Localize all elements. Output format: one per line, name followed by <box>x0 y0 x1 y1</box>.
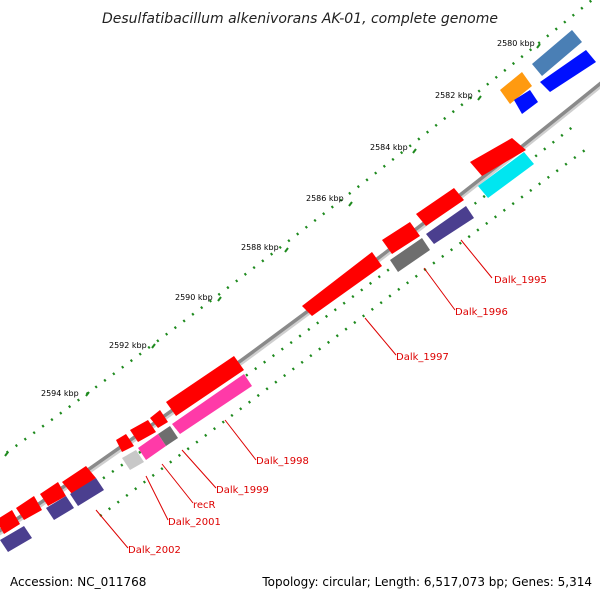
tick-marks <box>4 43 541 457</box>
gene-label-dalk-2001[interactable]: Dalk_2001 <box>168 517 221 528</box>
gene-block[interactable] <box>390 238 430 272</box>
gene-block[interactable] <box>70 478 104 506</box>
gene-block[interactable] <box>470 138 526 176</box>
tick-label-2586: 2586 kbp <box>306 194 344 203</box>
map-title: Desulfatibacillum alkenivorans AK-01, co… <box>102 11 498 27</box>
gene-block[interactable] <box>150 410 168 428</box>
forward-strand-genes <box>0 30 582 534</box>
gene-block[interactable] <box>40 482 66 506</box>
gene-block[interactable] <box>130 420 156 442</box>
tick-label-2588: 2588 kbp <box>241 243 279 252</box>
gene-label-dalk-2002[interactable]: Dalk_2002 <box>128 545 181 556</box>
gene-block[interactable] <box>46 496 74 520</box>
label-leader-lines <box>95 239 493 549</box>
gene-block[interactable] <box>514 90 538 114</box>
gene-block[interactable] <box>426 206 474 244</box>
outer-tick-ring <box>0 0 593 460</box>
gene-label-dalk-1997[interactable]: Dalk_1997 <box>396 352 449 363</box>
accession-text: Accession: NC_011768 <box>10 575 146 589</box>
tick-label-2592: 2592 kbp <box>109 341 147 350</box>
gene-block[interactable] <box>116 434 134 452</box>
gene-label-recr[interactable]: recR <box>193 500 216 511</box>
gene-label-dalk-1996[interactable]: Dalk_1996 <box>455 307 508 318</box>
gene-block[interactable] <box>382 222 420 254</box>
gene-block[interactable] <box>158 426 178 446</box>
gene-label-dalk-1998[interactable]: Dalk_1998 <box>256 456 309 467</box>
tick-label-2580: 2580 kbp <box>497 39 535 48</box>
gene-block[interactable] <box>540 50 596 92</box>
gene-label-dalk-1999[interactable]: Dalk_1999 <box>216 485 269 496</box>
inner-tick-ring-2 <box>99 148 586 517</box>
gene-block[interactable] <box>122 450 144 470</box>
reverse-strand-genes <box>0 50 596 552</box>
gene-block[interactable] <box>172 374 252 434</box>
tick-label-2594: 2594 kbp <box>41 389 79 398</box>
tick-label-2582: 2582 kbp <box>435 91 473 100</box>
gene-label-dalk-1995[interactable]: Dalk_1995 <box>494 275 547 286</box>
gene-block[interactable] <box>500 72 532 104</box>
gene-block[interactable] <box>478 152 534 198</box>
genome-summary-text: Topology: circular; Length: 6,517,073 bp… <box>261 575 592 589</box>
gene-block[interactable] <box>166 356 244 416</box>
gene-block[interactable] <box>0 526 32 552</box>
gene-block[interactable] <box>0 510 20 534</box>
gene-block[interactable] <box>532 30 582 76</box>
gene-block[interactable] <box>416 188 464 226</box>
gene-block[interactable] <box>138 434 166 460</box>
gene-block[interactable] <box>302 252 382 316</box>
tick-label-2590: 2590 kbp <box>175 293 213 302</box>
gene-block[interactable] <box>62 466 96 494</box>
tick-label-2584: 2584 kbp <box>370 143 408 152</box>
gene-block[interactable] <box>16 496 42 520</box>
